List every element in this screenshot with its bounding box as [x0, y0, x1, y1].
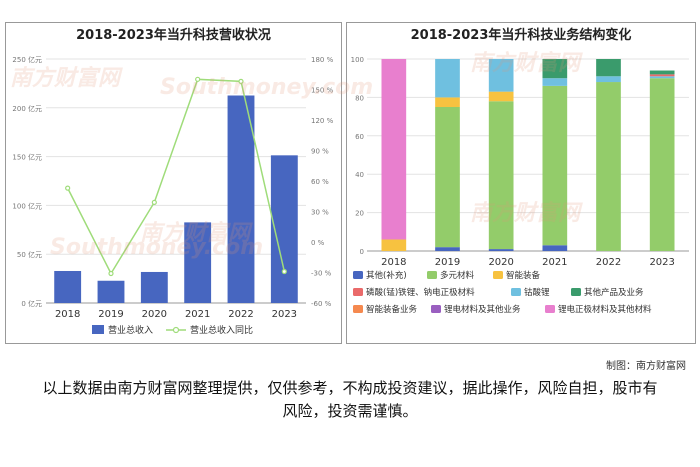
legend-label: 锂电材料及其他业务: [444, 304, 521, 315]
y-right-tick-label: -30 %: [311, 270, 332, 278]
y-left-tick-label: 50 亿元: [17, 250, 42, 259]
legend-swatch: [353, 305, 363, 313]
yoy-line: [66, 78, 286, 276]
legend-swatch: [493, 271, 503, 279]
legend-swatch: [571, 288, 581, 296]
structure-chart-title: 2018-2023年当升科技业务结构变化: [410, 28, 632, 43]
legend-swatch: [511, 288, 521, 296]
stack-segment: [488, 101, 514, 250]
y-tick-label: 60: [355, 133, 364, 141]
legend-swatch: [431, 305, 441, 313]
x-tick-label: 2018: [381, 257, 406, 268]
y-tick-label: 0: [360, 248, 364, 256]
revenue-chart: 0 亿元 50 亿元 100 亿元 150 亿元 200 亿元 250 亿元 -60 % -3…: [12, 55, 334, 336]
y-tick-label: 100: [351, 56, 364, 64]
stack-segment: [435, 107, 460, 248]
disclaimer-text: 以上数据由南方财富网整理提供，仅供参考，不构成投资建议，据此操作，风险自担，股市…: [42, 379, 658, 420]
x-tick-label: 2021: [185, 309, 210, 320]
stack-segment: [488, 59, 514, 92]
stack-segment: [381, 59, 407, 240]
legend-label: 锂电正极材料及其他材料: [558, 304, 652, 315]
legend-swatch: [545, 305, 555, 313]
y-left-tick-label: 200 亿元: [12, 104, 42, 113]
legend-label: 智能装备: [506, 270, 541, 281]
legend-label: 智能装备业务: [366, 304, 418, 315]
revenue-chart-title: 2018-2023年当升科技营收状况: [76, 28, 271, 43]
stack-segment: [488, 91, 514, 102]
x-tick-label: 2019: [435, 257, 460, 268]
structure-chart: 0 20 40 60 80 100 2018 2019 2020 2021 2022 2023 其他(补…: [351, 56, 689, 315]
x-tick-label: 2020: [142, 309, 167, 320]
legend-label-revenue: 营业总收入: [108, 324, 153, 336]
y-right-tick-label: 150 %: [311, 87, 334, 95]
legend-swatch: [427, 271, 437, 279]
revenue-bar: [227, 95, 255, 303]
legend-label: 钴酸锂: [524, 287, 550, 298]
y-left-tick-label: 0 亿元: [21, 299, 42, 308]
revenue-bar: [140, 271, 168, 303]
x-tick-label: 2020: [488, 257, 513, 268]
x-tick-label: 2023: [649, 257, 674, 268]
structure-chart-panel: 2018-2023年当升科技业务结构变化 0 20 40 60 80 100 2018 201…: [346, 22, 696, 344]
legend-swatch: [353, 271, 363, 279]
stack-segment: [596, 82, 621, 251]
yoy-point: [238, 78, 244, 84]
yoy-point: [108, 270, 114, 277]
revenue-bar: [54, 270, 82, 303]
revenue-chart-panel: 2018-2023年当升科技营收状况 0 亿元 50 亿元 100 亿元 150 亿元…: [5, 22, 342, 344]
legend-swatch-revenue: [92, 325, 104, 334]
stack-segment: [542, 78, 568, 86]
y-right-tick-label: 90 %: [311, 148, 329, 156]
stack-segment: [435, 97, 460, 107]
legend-label: 磷酸(锰)铁锂、钠电正极材料: [366, 287, 475, 298]
legend-label: 其他(补充): [366, 270, 407, 281]
stack-segment: [381, 239, 407, 251]
stack-segment: [649, 76, 675, 79]
x-tick-label: 2022: [596, 257, 621, 268]
y-tick-label: 40: [355, 171, 364, 179]
x-tick-label: 2022: [228, 309, 253, 320]
stack-segment: [542, 85, 568, 246]
legend-swatch-yoy-marker: [172, 326, 180, 334]
x-tick-label: 2023: [272, 309, 297, 320]
stack-segment: [435, 59, 460, 98]
revenue-bar: [97, 280, 125, 303]
y-tick-label: 20: [355, 210, 364, 218]
stack-segment: [649, 70, 675, 75]
stack-segment: [542, 245, 568, 251]
legend-swatch: [353, 288, 363, 296]
y-right-tick-label: -60 %: [311, 300, 332, 308]
legend-label: 多元材料: [440, 270, 475, 281]
y-left-tick-label: 100 亿元: [12, 201, 42, 210]
y-right-tick-label: 0 %: [311, 239, 325, 247]
y-right-tick-label: 180 %: [311, 56, 334, 64]
y-right-tick-label: 30 %: [311, 209, 329, 217]
yoy-point: [151, 199, 157, 205]
stack-segment: [435, 247, 460, 251]
x-tick-label: 2018: [55, 309, 80, 320]
stack-segment: [596, 59, 621, 77]
revenue-bar: [184, 222, 212, 303]
legend-label: 其他产品及业务: [584, 287, 644, 298]
y-left-tick-label: 250 亿元: [12, 55, 42, 64]
x-tick-label: 2021: [542, 257, 567, 268]
legend-label-yoy: 营业总收入同比: [190, 324, 253, 336]
credit-text: 制图：南方财富网: [606, 361, 686, 372]
y-right-tick-label: 120 %: [311, 117, 334, 125]
stack-segment: [649, 78, 675, 251]
stack-segment: [649, 74, 675, 77]
x-tick-label: 2019: [98, 309, 123, 320]
stack-segment: [488, 249, 514, 251]
y-left-tick-label: 150 亿元: [12, 153, 42, 162]
yoy-point: [65, 185, 71, 191]
yoy-point: [195, 76, 201, 82]
yoy-point: [281, 268, 287, 275]
y-tick-label: 80: [355, 94, 364, 102]
stack-segment: [596, 76, 621, 83]
stack-segment: [542, 59, 568, 79]
y-right-tick-label: 60 %: [311, 178, 329, 186]
